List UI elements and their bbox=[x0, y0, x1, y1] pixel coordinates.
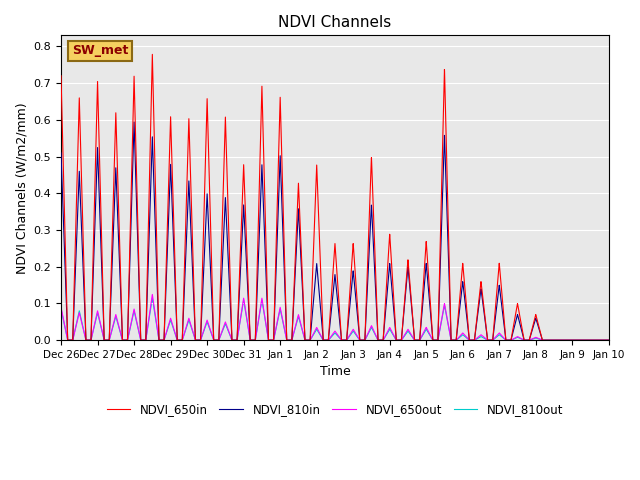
NDVI_650in bbox=[601, 337, 609, 343]
NDVI_650in bbox=[264, 307, 271, 312]
NDVI_650out bbox=[605, 337, 612, 343]
NDVI_650out bbox=[188, 324, 195, 329]
NDVI_650in bbox=[148, 51, 156, 57]
Line: NDVI_810in: NDVI_810in bbox=[61, 122, 609, 340]
NDVI_810in bbox=[190, 307, 198, 312]
NDVI_650out bbox=[601, 337, 609, 343]
NDVI_650out bbox=[64, 337, 72, 343]
Line: NDVI_650in: NDVI_650in bbox=[61, 54, 609, 340]
Line: NDVI_810out: NDVI_810out bbox=[61, 298, 609, 340]
NDVI_650out bbox=[303, 337, 310, 343]
NDVI_810out bbox=[188, 325, 195, 331]
NDVI_650in bbox=[188, 199, 195, 205]
Title: NDVI Channels: NDVI Channels bbox=[278, 15, 392, 30]
NDVI_650out bbox=[57, 304, 65, 310]
NDVI_810out bbox=[184, 318, 192, 324]
X-axis label: Time: Time bbox=[319, 365, 350, 379]
NDVI_810in bbox=[130, 119, 138, 125]
NDVI_810in bbox=[303, 337, 310, 343]
NDVI_810out bbox=[190, 334, 198, 339]
NDVI_810out bbox=[303, 337, 310, 343]
NDVI_650in bbox=[605, 337, 612, 343]
Y-axis label: NDVI Channels (W/m2/mm): NDVI Channels (W/m2/mm) bbox=[15, 102, 28, 274]
NDVI_650in bbox=[184, 130, 192, 135]
NDVI_810in bbox=[264, 316, 271, 322]
NDVI_810in bbox=[184, 188, 192, 194]
Legend: NDVI_650in, NDVI_810in, NDVI_650out, NDVI_810out: NDVI_650in, NDVI_810in, NDVI_650out, NDV… bbox=[102, 398, 568, 420]
NDVI_810in bbox=[64, 337, 72, 343]
NDVI_650out bbox=[190, 333, 198, 339]
Line: NDVI_650out: NDVI_650out bbox=[61, 294, 609, 340]
Text: SW_met: SW_met bbox=[72, 45, 129, 58]
NDVI_810out bbox=[601, 337, 609, 343]
NDVI_810out bbox=[148, 295, 156, 301]
NDVI_650out bbox=[264, 332, 271, 338]
NDVI_810out bbox=[64, 337, 72, 343]
NDVI_810out bbox=[57, 306, 65, 312]
NDVI_650out bbox=[148, 291, 156, 297]
NDVI_650in bbox=[64, 337, 72, 343]
NDVI_810in bbox=[601, 337, 609, 343]
NDVI_650in bbox=[190, 295, 198, 300]
NDVI_810out bbox=[264, 333, 271, 338]
NDVI_650out bbox=[184, 317, 192, 323]
NDVI_810in bbox=[57, 150, 65, 156]
NDVI_650in bbox=[57, 73, 65, 79]
NDVI_810in bbox=[188, 238, 195, 244]
NDVI_810out bbox=[605, 337, 612, 343]
NDVI_810in bbox=[605, 337, 612, 343]
NDVI_650in bbox=[303, 337, 310, 343]
